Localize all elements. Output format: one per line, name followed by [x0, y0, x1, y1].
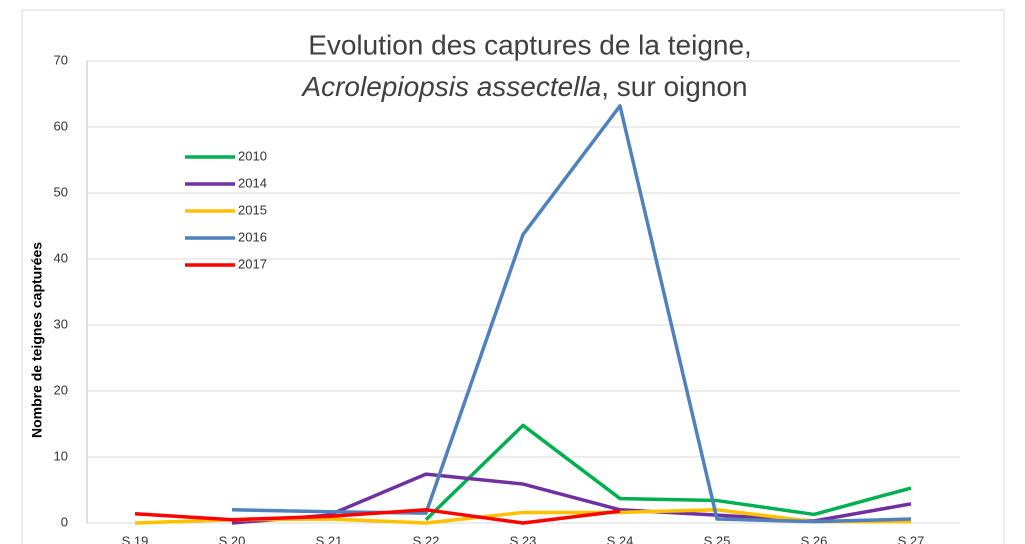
- x-tick-label: S 26: [801, 533, 828, 544]
- y-tick-label: 30: [54, 316, 68, 331]
- x-tick-label: S 20: [219, 533, 246, 544]
- x-tick-label: S 24: [607, 533, 634, 544]
- legend-label: 2014: [238, 175, 267, 190]
- chart-border: [21, 9, 1005, 544]
- y-axis-label: Nombre de teignes capturées: [29, 242, 45, 438]
- legend-label: 2016: [238, 229, 267, 244]
- chart-title-2: Acrolepiopsis assectella, sur oignon: [300, 71, 747, 102]
- x-tick-label: S 25: [704, 533, 731, 544]
- series-line: [134, 508, 621, 525]
- y-tick-label: 20: [54, 382, 68, 397]
- species: Acrolepiopsis assectella: [300, 71, 601, 102]
- x-tick-label: S 23: [510, 533, 537, 544]
- series-line: [231, 104, 912, 524]
- y-tick-label: 60: [54, 118, 68, 133]
- x-tick-label: S 22: [413, 533, 440, 544]
- title-rest: , sur oignon: [601, 71, 747, 102]
- chart-title: Evolution des captures de la teigne,: [308, 29, 752, 60]
- y-tick-label: 70: [54, 52, 68, 67]
- legend-label: 2017: [238, 256, 267, 271]
- y-tick-label: 10: [54, 448, 68, 463]
- y-tick-label: 40: [54, 250, 68, 265]
- y-tick-label: 0: [61, 514, 68, 529]
- series-line: [424, 423, 912, 521]
- x-tick-label: S 21: [316, 533, 343, 544]
- legend-label: 2010: [238, 148, 267, 163]
- y-tick-label: 50: [54, 184, 68, 199]
- x-tick-label: S 19: [122, 533, 149, 544]
- legend-label: 2015: [238, 202, 267, 217]
- x-tick-label: S 27: [898, 533, 925, 544]
